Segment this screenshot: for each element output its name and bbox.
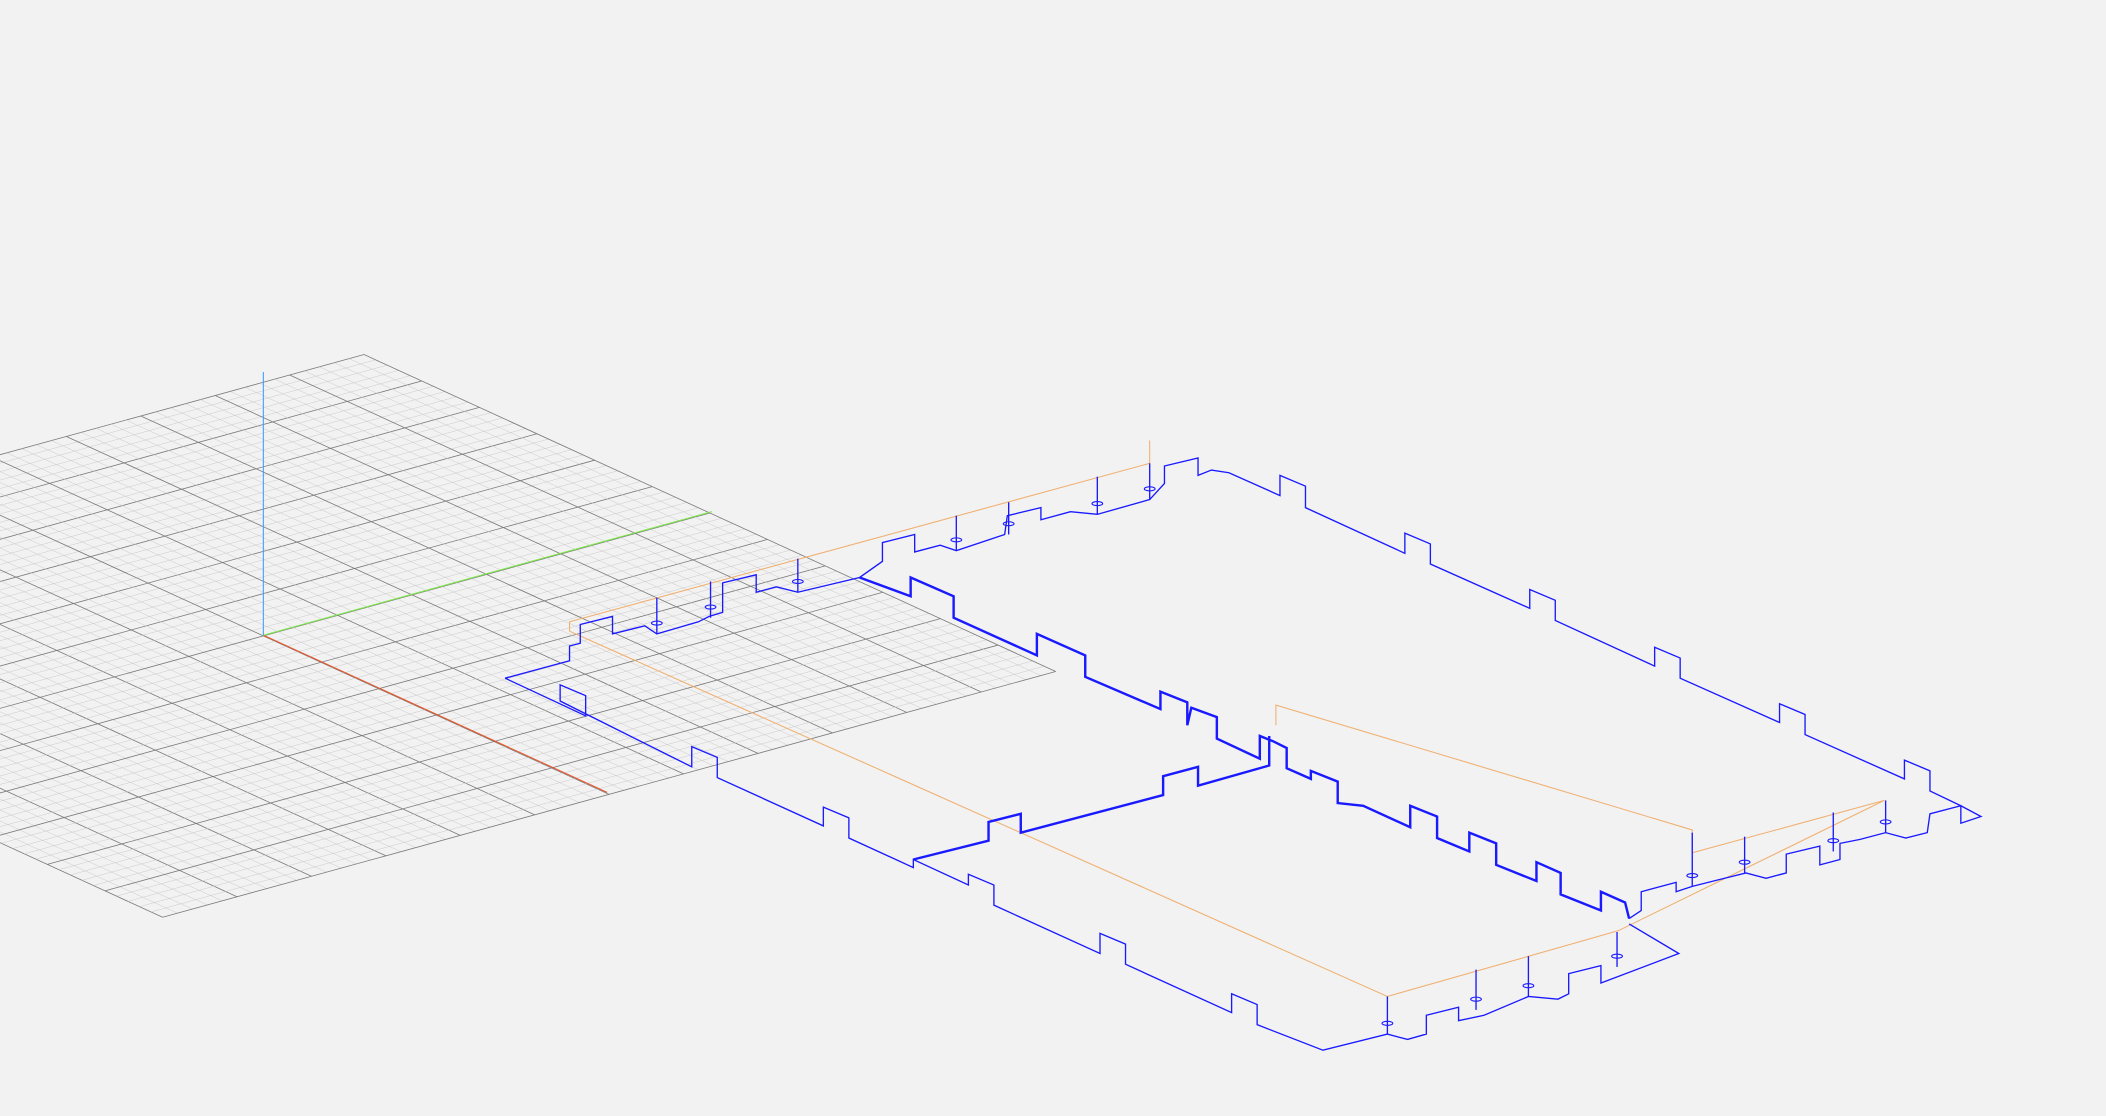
inner-profile-bold <box>859 575 1631 919</box>
ramp-marker <box>704 604 717 610</box>
grid-line <box>0 547 565 807</box>
grid-line <box>0 486 653 667</box>
grid-line <box>0 656 416 848</box>
grid-line <box>0 514 610 795</box>
inner-profile-lower <box>913 735 1271 861</box>
grid-line <box>47 618 941 865</box>
ramp-marker <box>1002 521 1015 527</box>
grid-line <box>0 470 618 641</box>
rapid-move <box>1275 704 1885 854</box>
ramp-marker <box>1091 501 1104 507</box>
grid-line <box>289 374 982 693</box>
grid-line <box>0 449 572 608</box>
ramp-marker <box>950 537 963 543</box>
grid-line <box>0 831 178 914</box>
grid-line <box>244 387 937 705</box>
grid-line <box>116 650 1010 897</box>
grid-line <box>162 671 1056 918</box>
ramp-marker <box>1827 838 1840 844</box>
grid-line <box>104 644 999 892</box>
ramp-marker <box>1879 819 1892 825</box>
grid-line <box>127 655 1022 902</box>
grid-line <box>0 539 768 752</box>
ramp-marker <box>1470 996 1482 1002</box>
grid-line <box>0 586 872 827</box>
grid-line <box>304 370 997 689</box>
grid-line <box>319 366 1012 684</box>
axes-gizmo <box>262 372 713 793</box>
grid-line <box>0 454 584 616</box>
grid-line <box>151 665 1045 913</box>
grid-line <box>0 412 491 548</box>
grid-line <box>81 634 976 881</box>
grid-line <box>0 433 538 582</box>
cut-moves <box>504 457 1983 1051</box>
plunge-moves <box>650 463 1892 1035</box>
ramp-marker <box>1143 486 1156 492</box>
grid-line <box>0 525 595 799</box>
ramp-marker <box>1522 983 1535 989</box>
grid-line <box>0 565 826 794</box>
ramp-marker <box>1738 859 1751 865</box>
grid-line <box>58 623 953 870</box>
ground-grid <box>0 354 1056 918</box>
grid-line <box>0 401 468 532</box>
ramp-marker <box>1381 1020 1394 1026</box>
grid-line <box>0 711 342 869</box>
grid-line <box>70 628 964 876</box>
ramp-marker <box>650 620 663 626</box>
y-axis <box>263 511 713 636</box>
grid-line <box>0 591 506 824</box>
ramp-marker <box>791 578 804 585</box>
rapid-move <box>569 630 1885 998</box>
grid-line <box>274 378 967 697</box>
grid-line <box>0 581 860 819</box>
ramp-marker <box>1611 953 1623 959</box>
grid-line <box>0 744 297 881</box>
grid-line <box>259 383 952 701</box>
rapid-moves <box>568 440 1885 998</box>
rapid-move <box>568 440 1151 632</box>
grid-line <box>139 660 1033 907</box>
grid-line <box>0 370 399 481</box>
grid-line <box>363 354 1056 672</box>
x-axis <box>263 634 608 793</box>
grid-line <box>0 722 327 873</box>
grid-line <box>0 842 163 918</box>
outer-profile-top <box>504 457 1983 920</box>
ramp-marker <box>1686 873 1699 879</box>
grid-line <box>349 358 1041 676</box>
grid-line <box>334 362 1027 680</box>
grid-line <box>0 417 503 557</box>
grid-line <box>0 354 365 456</box>
grid-line <box>93 639 987 886</box>
grid-line <box>0 438 549 591</box>
grid-line <box>230 391 922 709</box>
